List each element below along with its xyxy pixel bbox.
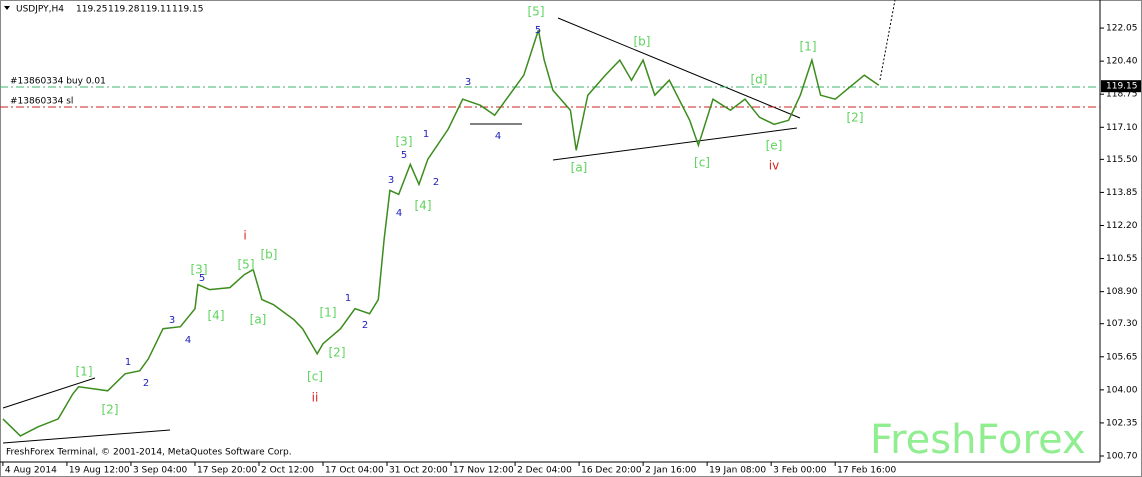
trend-line [2,377,96,409]
x-tick-label: 17 Feb 16:00 [837,466,896,476]
x-tick-label: 2 Oct 12:00 [261,466,314,476]
trend-line [552,127,798,161]
wave-label: [e] [766,139,783,153]
copyright: FreshForex Terminal, © 2001-2014, MetaQu… [6,448,292,458]
wave-label: [1] [76,365,93,379]
trend-line [2,429,171,444]
y-tick-label: 104.00 [1106,385,1138,395]
wave-label: [b] [261,248,278,262]
wave-label: 2 [433,177,439,188]
wave-label: 3 [465,77,471,88]
y-tick-label: 107.30 [1106,319,1138,329]
y-tick-label: 115.50 [1106,155,1138,165]
last-price-box [1101,80,1141,93]
y-tick-label: 117.10 [1106,123,1138,133]
menu-arrow[interactable] [4,6,10,10]
x-tick-label: 3 Feb 00:00 [773,466,827,476]
wave-label: [5] [238,258,255,272]
high: 119.28 [108,5,140,15]
wave-label: 2 [143,378,149,389]
y-tick-label: 112.20 [1106,221,1138,231]
x-tick-label: 2 Dec 04:00 [517,466,572,476]
wave-label: [2] [847,111,864,125]
x-tick-label: 19 Aug 12:00 [69,466,130,476]
wave-label: iv [769,159,779,173]
wave-label: 4 [185,335,191,346]
wave-label: 3 [388,175,394,186]
wave-label: ii [312,391,319,405]
low: 119.11 [140,5,172,15]
wave-label: [a] [571,161,588,175]
wave-label: 3 [169,315,175,326]
wave-label: 4 [396,208,402,219]
close: 119.15 [172,5,204,15]
wave-label: 2 [362,320,368,331]
wave-label: 4 [495,131,501,142]
wave-label: 5 [199,273,205,284]
wave-label: 1 [423,129,429,140]
last-price-label: 119.15 [1106,82,1138,92]
wave-label: [1] [320,306,337,320]
y-tick-label: 118.75 [1106,90,1138,100]
trend-lines [2,0,896,444]
y-tick-label: 113.85 [1106,188,1138,198]
wave-label: [4] [208,309,225,323]
wave-label: [3] [191,263,208,277]
wave-label: i [243,229,246,243]
y-tick-label: 122.05 [1106,24,1138,34]
wave-label: 1 [345,293,351,304]
x-tick-label: 17 Oct 04:00 [325,466,384,476]
wave-label: 5 [535,25,541,36]
wave-label: [2] [329,346,346,360]
y-tick-label: 110.55 [1106,254,1138,264]
x-tick-label: 19 Jan 08:00 [709,466,766,476]
y-tick-label: 102.35 [1106,418,1138,428]
wave-label: [c] [694,156,710,170]
y-tick-label: 100.70 [1106,451,1138,461]
wave-label: [2] [102,403,119,417]
price-line [2,29,880,437]
wave-label: [4] [415,199,432,213]
wave-label: [c] [307,370,323,384]
y-tick-label: 120.40 [1106,57,1138,67]
y-tick-label: 105.65 [1106,352,1138,362]
x-tick-label: 16 Dec 20:00 [581,466,642,476]
wave-label: [1] [800,40,817,54]
y-tick-label: 108.90 [1106,287,1138,297]
x-tick-label: 17 Nov 12:00 [453,466,514,476]
open: 119.25 [76,5,108,15]
wave-label: [5] [528,5,545,19]
x-tick-label: 3 Sep 04:00 [133,466,188,476]
x-tick-label: 31 Oct 20:00 [389,466,448,476]
watermark: FreshForex [870,417,1086,463]
wave-label: [3] [396,135,413,149]
wave-label: [d] [751,73,768,87]
order-label: #13860334 buy 0.01 [10,76,106,86]
order-label: #13860334 sl [10,97,73,107]
wave-label: 5 [401,150,407,161]
wave-label: 1 [125,357,131,368]
trend-line [557,17,801,119]
symbol: USDJPY,H4 [16,5,64,15]
x-tick-label: 2 Jan 16:00 [645,466,697,476]
wave-label: [b] [634,35,651,49]
x-tick-label: 4 Aug 2014 [5,466,57,476]
x-tick-label: 17 Sep 20:00 [197,466,257,476]
wave-label: [a] [250,313,267,327]
projection-line [879,0,896,81]
